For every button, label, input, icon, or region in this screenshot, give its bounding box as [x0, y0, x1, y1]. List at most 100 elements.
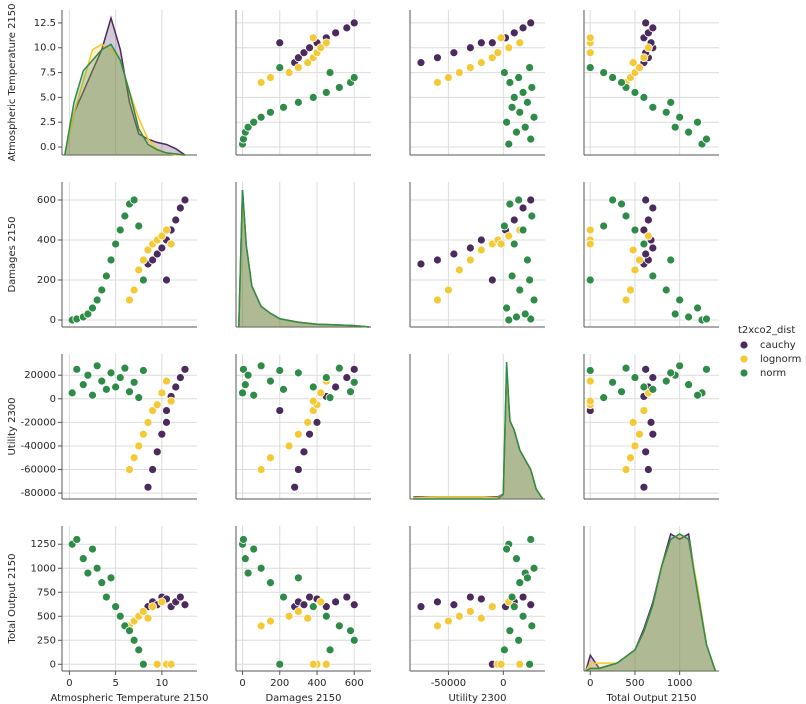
- scatter-point: [476, 245, 486, 255]
- scatter-point: [621, 363, 631, 373]
- scatter-point: [180, 600, 190, 610]
- scatter-point: [641, 447, 651, 457]
- scatter-point: [433, 255, 442, 265]
- scatter-point: [78, 380, 88, 390]
- scatter-point: [256, 112, 266, 122]
- scatter-point: [180, 364, 190, 374]
- scatter-point: [512, 312, 521, 322]
- y-tick-label: 250: [37, 635, 56, 646]
- scatter-point: [106, 368, 116, 378]
- scatter-point: [693, 390, 702, 400]
- scatter-point: [639, 92, 649, 102]
- legend-title: t2xco2_dist: [738, 325, 795, 336]
- scatter-point: [449, 249, 459, 259]
- scatter-point: [279, 102, 288, 112]
- scatter-point: [641, 364, 651, 374]
- x-tick-label: 0: [500, 678, 506, 689]
- scatter-point: [523, 255, 532, 265]
- scatter-point: [293, 607, 303, 616]
- scatter-point: [346, 626, 355, 636]
- x-tick-label: 5: [112, 678, 118, 689]
- scatter-point: [256, 78, 266, 87]
- scatter-point: [648, 429, 658, 439]
- scatter-point: [512, 554, 521, 564]
- scatter-point: [111, 602, 121, 612]
- scatter-point: [465, 63, 475, 73]
- scatter-point: [148, 255, 158, 265]
- scatter-point: [507, 271, 517, 281]
- scatter-point: [152, 447, 162, 457]
- scatter-point: [157, 597, 167, 607]
- scatter-point: [148, 465, 158, 474]
- scatter-point: [433, 621, 442, 631]
- scatter-point: [256, 621, 266, 631]
- scatter-point: [630, 265, 640, 275]
- scatter-point: [515, 107, 525, 117]
- scatter-point: [476, 613, 486, 623]
- scatter-point: [166, 239, 176, 249]
- scatter-point: [305, 43, 314, 53]
- kde-area: [413, 362, 543, 499]
- scatter-point: [666, 368, 676, 378]
- scatter-point: [152, 659, 162, 669]
- scatter-point: [684, 380, 694, 390]
- scatter-point: [648, 102, 658, 112]
- kde-area: [238, 196, 370, 327]
- scatter-point: [316, 388, 326, 398]
- scatter-point: [134, 645, 144, 655]
- scatter-point: [509, 92, 519, 102]
- scatter-point: [293, 573, 303, 583]
- scatter-point: [97, 578, 107, 588]
- scatter-point: [529, 112, 539, 122]
- scatter-point: [416, 58, 426, 68]
- scatter-point: [702, 134, 711, 144]
- scatter-point: [641, 195, 651, 205]
- scatter-point: [321, 373, 331, 382]
- scatter-point: [138, 429, 148, 439]
- scatter-point: [639, 482, 649, 492]
- scatter-point: [585, 396, 595, 406]
- y-tick-label: 0.0: [40, 142, 56, 153]
- y-tick-label: 0: [50, 315, 56, 326]
- scatter-point: [266, 73, 275, 82]
- legend-marker: [739, 368, 749, 378]
- scatter-point: [148, 602, 158, 612]
- scatter-point: [599, 393, 609, 403]
- scatter-point: [670, 122, 680, 132]
- scatter-point: [243, 122, 253, 132]
- scatter-point: [240, 380, 250, 390]
- scatter-point: [526, 195, 536, 205]
- scatter-point: [630, 373, 640, 382]
- scatter-point: [504, 139, 514, 149]
- scatter-point: [101, 592, 111, 602]
- kde-area: [585, 534, 716, 671]
- scatter-point: [308, 659, 318, 669]
- scatter-point: [266, 376, 275, 386]
- scatter-point: [487, 53, 497, 63]
- scatter-point: [106, 573, 116, 583]
- scatter-point: [648, 384, 658, 394]
- scatter-point: [303, 613, 313, 623]
- scatter-point: [72, 535, 82, 544]
- scatter-point: [621, 465, 631, 474]
- scatter-point: [72, 364, 82, 374]
- scatter-point: [635, 429, 644, 439]
- scatter-point: [321, 611, 331, 621]
- scatter-point: [661, 107, 671, 117]
- scatter-point: [444, 616, 453, 626]
- scatter-point: [275, 38, 285, 48]
- scatter-point: [175, 373, 185, 382]
- scatter-point: [444, 285, 453, 295]
- scatter-point: [509, 239, 519, 249]
- kde-area: [585, 534, 716, 671]
- scatter-point: [106, 255, 116, 265]
- scatter-point: [284, 611, 294, 621]
- scatter-point: [416, 259, 426, 269]
- scatter-point: [111, 239, 121, 249]
- scatter-point: [342, 592, 352, 602]
- kde-area: [64, 44, 185, 155]
- scatter-point: [308, 396, 318, 406]
- scatter-point: [526, 314, 536, 324]
- scatter-point: [433, 295, 442, 305]
- scatter-point: [465, 607, 475, 616]
